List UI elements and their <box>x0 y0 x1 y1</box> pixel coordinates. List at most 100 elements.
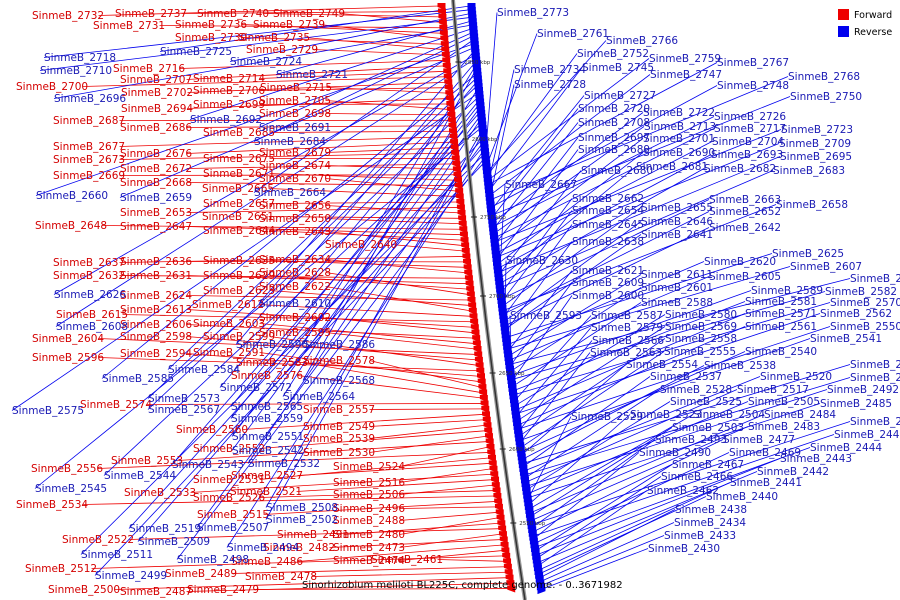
reverse-leader-line <box>497 170 774 289</box>
reverse-gene-label: SinmeB_2541 <box>810 333 882 345</box>
reverse-leader-line <box>514 327 592 419</box>
reverse-leader-line <box>302 66 476 345</box>
forward-leader-line <box>369 360 481 388</box>
reverse-gene-label: SinmeB_2434 <box>674 517 746 529</box>
forward-leader-line <box>296 479 494 492</box>
reverse-gene-label: SinmeB_2558 <box>665 333 737 345</box>
reverse-leader-line <box>532 452 730 545</box>
forward-gene-arrow <box>448 128 457 136</box>
reverse-gene-label: SinmeB_2569 <box>665 321 737 333</box>
reverse-leader-line <box>491 126 645 236</box>
forward-leader-line <box>268 188 458 197</box>
reverse-leader-line <box>485 58 650 182</box>
reverse-gene-label: SinmeB_2662 <box>572 193 644 205</box>
reverse-leader-line <box>495 152 644 266</box>
forward-gene-arrow <box>442 57 451 65</box>
forward-gene-arrow <box>467 297 476 304</box>
reverse-gene-label: SinmeB_2565 <box>231 401 303 413</box>
forward-leader-line <box>369 424 486 439</box>
reverse-gene-label: SinmeB_2493 <box>655 434 727 446</box>
tick-label: 2800 kbp <box>472 137 498 143</box>
reverse-leader-line <box>80 154 484 555</box>
forward-gene-label: SinmeB_2604 <box>32 333 104 345</box>
forward-gene-label: SinmeB_2698 <box>259 108 331 120</box>
reverse-leader-line <box>535 490 648 568</box>
forward-gene-label: SinmeB_2736 <box>175 19 247 31</box>
forward-gene-arrow <box>440 41 449 49</box>
legend-reverse-swatch <box>838 26 849 37</box>
reverse-gene-label: SinmeB_2447 <box>834 429 900 441</box>
forward-leader-line <box>399 468 492 483</box>
reverse-gene-label: SinmeB_2600 <box>572 290 644 302</box>
reverse-gene-label: SinmeB_2663 <box>709 194 781 206</box>
reverse-gene-label: SinmeB_2571 <box>745 308 817 320</box>
forward-gene-arrow <box>453 171 462 179</box>
forward-leader-line <box>325 332 476 350</box>
forward-gene-arrow <box>502 552 511 560</box>
reverse-gene-label: SinmeB_2750 <box>790 91 862 103</box>
forward-gene-label: SinmeB_2714 <box>193 73 265 85</box>
forward-gene-arrow <box>452 166 461 174</box>
reverse-gene-label: SinmeB_2441 <box>730 477 802 489</box>
forward-gene-arrow <box>474 351 483 359</box>
forward-leader-line <box>122 314 473 323</box>
reverse-leader-line <box>506 274 642 358</box>
reverse-leader-line <box>235 63 475 345</box>
forward-gene-arrow <box>498 525 507 533</box>
forward-leader-line <box>399 511 498 521</box>
forward-gene-arrow <box>474 356 483 364</box>
forward-gene-arrow <box>458 215 467 223</box>
reverse-gene-label: SinmeB_2625 <box>772 248 844 260</box>
forward-leader-line <box>186 295 470 301</box>
legend-forward-label: Forward <box>854 10 892 21</box>
reverse-gene-label: SinmeB_2682 <box>704 163 776 175</box>
reverse-gene-label: SinmeB_2718 <box>44 52 116 64</box>
reverse-leader-line <box>532 447 811 549</box>
forward-gene-arrow <box>455 193 464 201</box>
reverse-gene-label: SinmeB_2589 <box>751 285 823 297</box>
forward-gene-arrow <box>449 133 458 141</box>
forward-leader-line <box>98 5 440 16</box>
reverse-gene-label: SinmeB_2704 <box>712 136 784 148</box>
reverse-leader-line <box>43 9 470 58</box>
forward-gene-label: SinmeB_2602 <box>259 312 331 324</box>
reverse-leader-line <box>103 124 481 476</box>
tick-label: 2750 kbp <box>480 215 506 221</box>
reverse-leader-line <box>530 439 724 534</box>
forward-gene-arrow <box>456 204 465 212</box>
forward-gene-label: SinmeB_2506 <box>333 489 405 501</box>
forward-leader-line <box>186 65 445 80</box>
reverse-leader-line <box>167 78 477 370</box>
reverse-gene-label: SinmeB_2728 <box>514 79 586 91</box>
reverse-leader-line <box>516 338 666 438</box>
forward-leader-line <box>186 141 453 154</box>
forward-gene-label: SinmeB_2632 <box>53 270 125 282</box>
forward-gene-arrow <box>466 291 475 299</box>
forward-gene-label: SinmeB_2549 <box>303 421 375 433</box>
reverse-gene-label: SinmeB_2519 <box>129 523 201 535</box>
forward-gene-label: SinmeB_2628 <box>259 267 331 279</box>
reverse-gene-label: SinmeB_2683 <box>773 165 845 177</box>
forward-gene-arrow <box>487 454 496 462</box>
reverse-gene-label: SinmeB_2466 <box>661 471 733 483</box>
reverse-gene-label: SinmeB_2575 <box>12 405 84 417</box>
reverse-leader-line <box>492 128 715 240</box>
reverse-gene-label: SinmeB_2570 <box>830 297 900 309</box>
legend: Forward Reverse <box>838 9 892 38</box>
forward-leader-line <box>399 446 489 467</box>
reverse-leader-line <box>230 105 479 419</box>
reverse-leader-line <box>35 43 473 196</box>
forward-leader-line <box>259 103 449 105</box>
reverse-gene-label: SinmeB_2563 <box>590 347 662 359</box>
reverse-leader-line <box>517 352 591 446</box>
reverse-leader-line <box>523 389 738 484</box>
forward-leader-line <box>399 517 499 535</box>
reverse-gene-label: SinmeB_2692 <box>190 114 262 126</box>
reverse-gene-label: SinmeB_2660 <box>36 190 108 202</box>
reverse-gene-label: SinmeB_2658 <box>776 199 848 211</box>
forward-gene-arrow <box>462 253 471 261</box>
forward-leader-line <box>91 555 505 569</box>
reverse-leader-line <box>488 76 789 202</box>
forward-gene-label: SinmeB_2739 <box>253 19 325 31</box>
forward-leader-line <box>186 582 509 592</box>
